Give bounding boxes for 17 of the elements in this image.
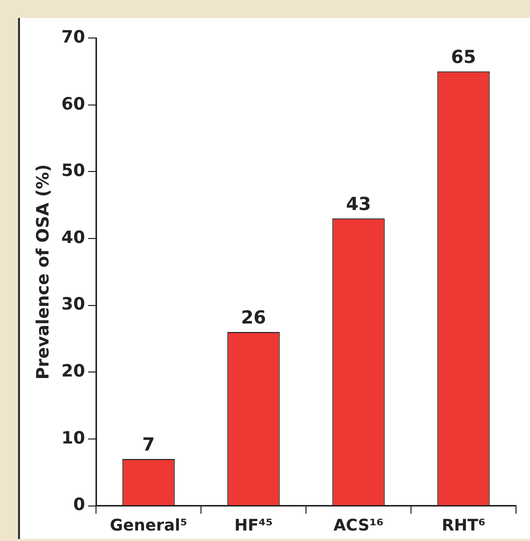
y-tick-label: 40 bbox=[61, 228, 86, 248]
y-tick-label: 0 bbox=[73, 495, 86, 516]
x-tick-label: General⁵ bbox=[110, 516, 188, 535]
data-label: 7 bbox=[142, 434, 155, 456]
data-label: 26 bbox=[241, 308, 266, 329]
x-tick-label: HF⁴⁵ bbox=[234, 516, 273, 535]
x-tick-label: RHT⁶ bbox=[442, 516, 486, 535]
data-label: 43 bbox=[346, 194, 372, 216]
y-tick-label: 30 bbox=[61, 294, 86, 315]
y-axis-title: Prevalence of OSA (%) bbox=[34, 164, 54, 380]
data-label: 65 bbox=[450, 47, 476, 68]
y-tick-label: 60 bbox=[61, 94, 86, 114]
y-tick-label: 70 bbox=[61, 27, 86, 48]
y-tick-label: 50 bbox=[61, 161, 86, 182]
y-tick-label: 10 bbox=[61, 428, 86, 448]
x-tick-label: ACS¹⁶ bbox=[334, 516, 384, 535]
y-tick-label: 20 bbox=[61, 362, 86, 382]
